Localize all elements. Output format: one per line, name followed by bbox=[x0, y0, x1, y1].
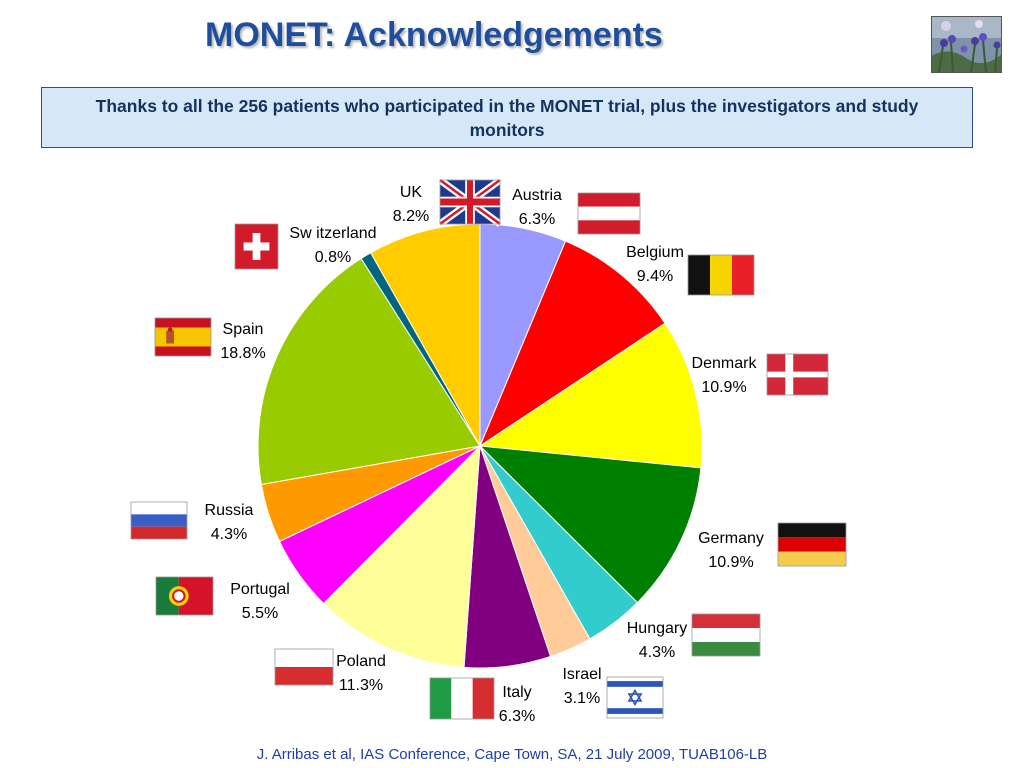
slice-percent-switzerland: 0.8% bbox=[315, 249, 351, 266]
austria-flag-icon bbox=[577, 192, 641, 235]
poland-flag-icon bbox=[274, 648, 334, 686]
slice-label-italy: Italy bbox=[502, 684, 531, 701]
slice-percent-denmark: 10.9% bbox=[701, 379, 746, 396]
italy-flag-icon bbox=[429, 677, 495, 720]
russia-flag-icon bbox=[130, 501, 188, 540]
slice-percent-israel: 3.1% bbox=[564, 690, 600, 707]
slice-label-hungary: Hungary bbox=[627, 620, 687, 637]
spain-flag-icon bbox=[154, 317, 212, 357]
pie-slice-germany bbox=[478, 445, 702, 604]
pie-slice-poland bbox=[322, 444, 481, 668]
slice-percent-uk: 8.2% bbox=[393, 208, 429, 225]
pie-slice-belgium bbox=[478, 240, 666, 448]
slice-percent-belgium: 9.4% bbox=[637, 268, 673, 285]
slice-percent-russia: 4.3% bbox=[211, 526, 247, 543]
slide-title: MONET: Acknowledgements bbox=[205, 16, 663, 54]
slice-label-israel: Israel bbox=[562, 666, 601, 683]
slice-label-switzerland: Sw itzerland bbox=[289, 225, 376, 242]
acknowledgement-text: Thanks to all the 256 patients who parti… bbox=[95, 95, 919, 140]
country-flags bbox=[130, 177, 847, 720]
pie-slices bbox=[257, 223, 703, 669]
slice-percent-germany: 10.9% bbox=[708, 554, 753, 571]
belgium-flag-icon bbox=[687, 254, 755, 296]
slice-label-austria: Austria bbox=[512, 187, 562, 204]
acknowledgement-box: Thanks to all the 256 patients who parti… bbox=[41, 87, 973, 148]
uk-flag-icon bbox=[437, 177, 503, 227]
slice-label-uk: UK bbox=[400, 184, 423, 201]
slice-label-belgium: Belgium bbox=[626, 244, 684, 261]
slice-label-germany: Germany bbox=[698, 530, 764, 547]
israel-flag-icon bbox=[606, 676, 664, 719]
slice-label-spain: Spain bbox=[223, 321, 264, 338]
switzerland-flag-icon bbox=[234, 223, 279, 270]
slice-label-portugal: Portugal bbox=[230, 581, 290, 598]
slice-percent-spain: 18.8% bbox=[220, 345, 265, 362]
pie-labels: Austria 6.3% Belgium 9.4% Denmark 10.9% German… bbox=[205, 184, 764, 725]
slice-label-denmark: Denmark bbox=[692, 355, 758, 372]
slice-percent-portugal: 5.5% bbox=[242, 605, 278, 622]
pie-slice-spain bbox=[257, 257, 481, 486]
slice-percent-hungary: 4.3% bbox=[639, 644, 675, 661]
hungary-flag-icon bbox=[691, 613, 761, 657]
portugal-flag-icon bbox=[155, 576, 214, 616]
germany-flag-icon bbox=[777, 522, 847, 567]
slice-percent-italy: 6.3% bbox=[499, 708, 535, 725]
pie-slice-denmark bbox=[478, 322, 703, 469]
iris-painting-image bbox=[931, 16, 1002, 74]
slice-percent-austria: 6.3% bbox=[519, 211, 555, 228]
slice-label-poland: Poland bbox=[336, 653, 386, 670]
denmark-flag-icon bbox=[766, 353, 829, 396]
slice-percent-poland: 11.3% bbox=[339, 677, 383, 694]
citation-footer: J. Arribas et al, IAS Conference, Cape T… bbox=[256, 746, 768, 763]
slice-label-russia: Russia bbox=[205, 502, 254, 519]
